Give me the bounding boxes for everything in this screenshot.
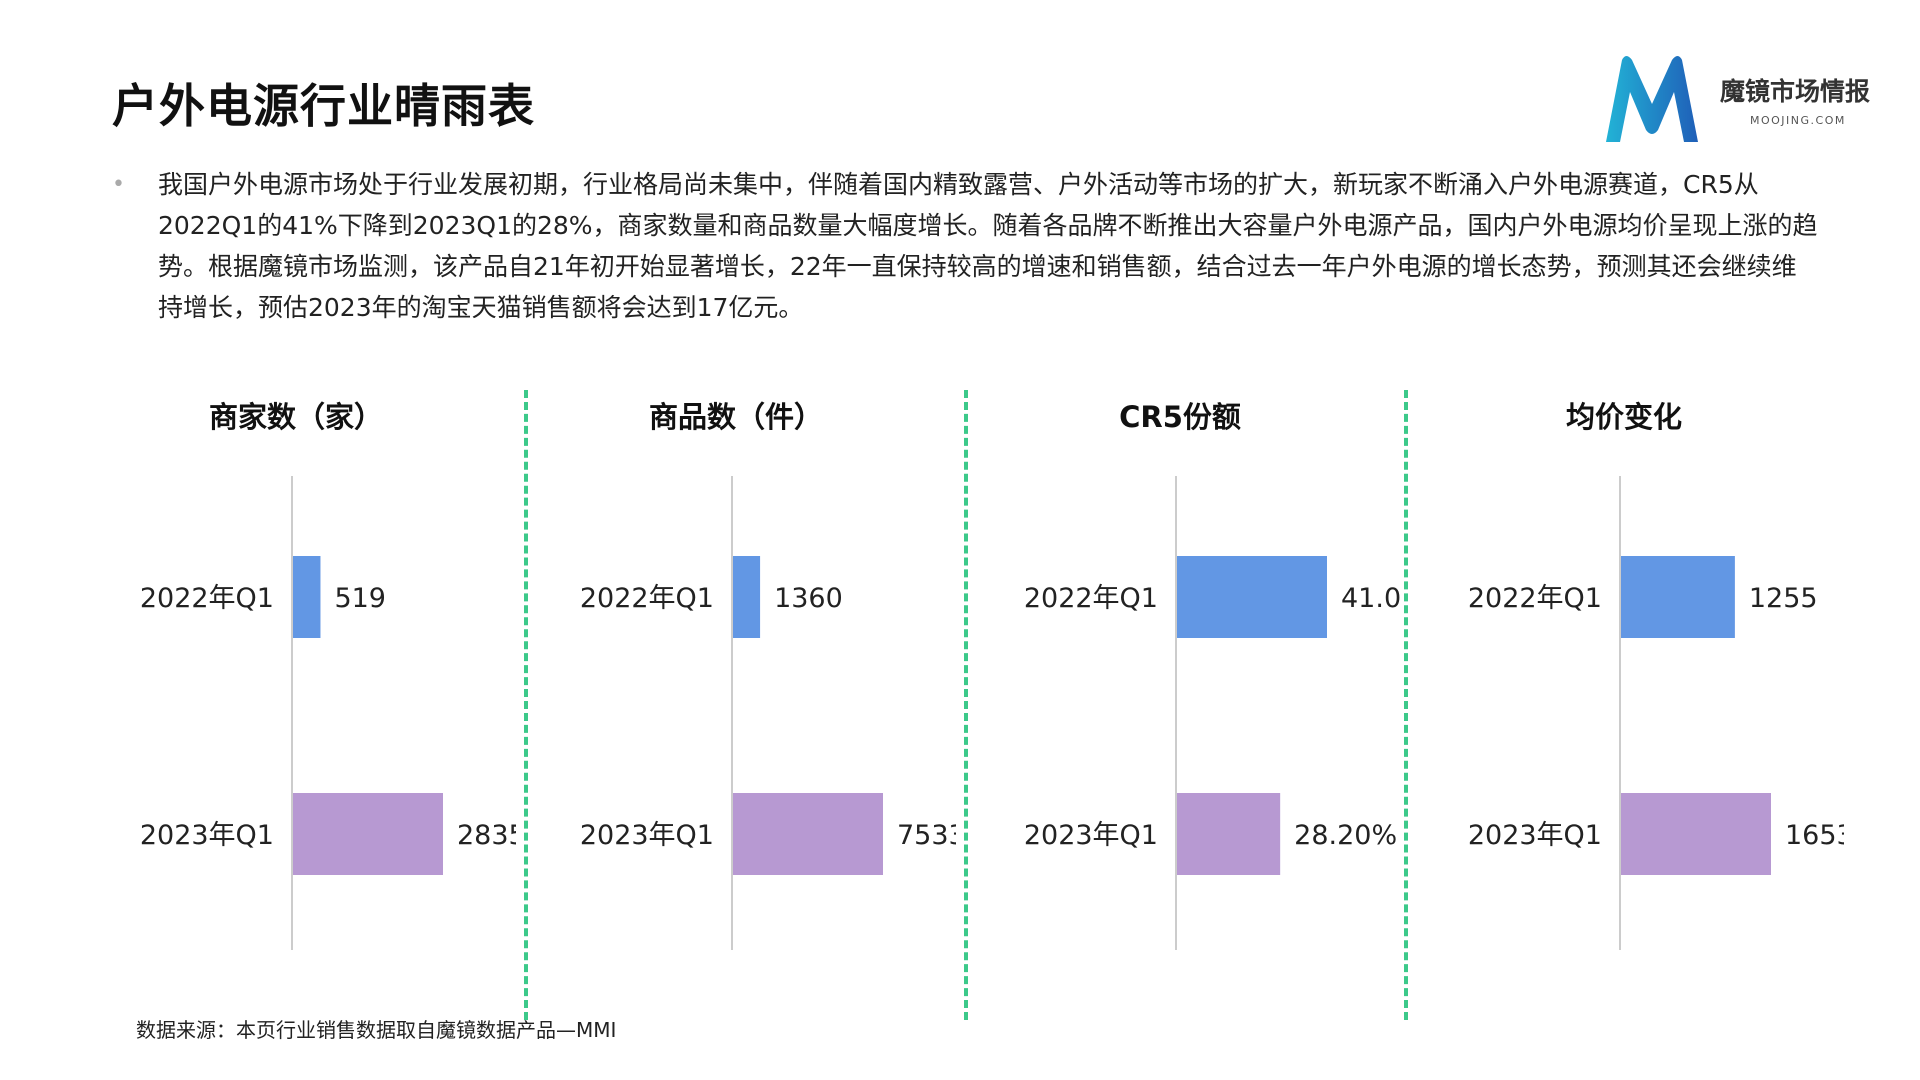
- chart-area: 商家数（家） 2022年Q1 519 2023年Q1 2835 商品数（件） 2022…: [0, 380, 1920, 1020]
- category-label: 2023年Q1: [1024, 820, 1158, 851]
- panel-divider: [1404, 390, 1408, 1020]
- data-label: 28.20%: [1294, 820, 1397, 851]
- chart-panel-products: 商品数（件） 2022年Q1 1360 2023年Q1 7533: [516, 380, 956, 980]
- bar-2023q1: [1621, 793, 1771, 875]
- description-text: 我国户外电源市场处于行业发展初期，行业格局尚未集中，伴随着国内精致露营、户外活动…: [158, 170, 1818, 322]
- bar-2022q1: [1621, 556, 1735, 638]
- category-label: 2022年Q1: [1468, 583, 1602, 614]
- data-label: 1653: [1785, 820, 1844, 851]
- chart-title: CR5份额: [1119, 400, 1241, 434]
- category-label: 2022年Q1: [580, 583, 714, 614]
- moojing-m-logo-icon: [1606, 56, 1698, 142]
- bullet-dot-icon: •: [112, 172, 125, 197]
- bar-2023q1: [1177, 793, 1281, 875]
- chart-panel-cr5: CR5份额 2022年Q1 41.00% 2023年Q1 28.20%: [960, 380, 1400, 980]
- merchants-bar-chart: 2022年Q1 519 2023年Q1 2835: [140, 476, 516, 950]
- category-label: 2023年Q1: [140, 820, 274, 851]
- logo-domain: MOOJING.COM: [1750, 114, 1846, 127]
- data-label: 41.00%: [1341, 583, 1400, 614]
- products-bar-chart: 2022年Q1 1360 2023年Q1 7533: [580, 476, 956, 950]
- category-label: 2023年Q1: [1468, 820, 1602, 851]
- moojing-logo: 魔镜市场情报 MOOJING.COM: [1600, 52, 1890, 152]
- data-label: 1255: [1749, 583, 1818, 614]
- chart-title: 均价变化: [1565, 400, 1682, 434]
- panel-divider: [524, 390, 528, 1020]
- page-title: 户外电源行业晴雨表: [112, 79, 535, 133]
- bar-2023q1: [733, 793, 883, 875]
- data-label: 519: [334, 583, 386, 614]
- chart-panel-avg-price: 均价变化 2022年Q1 1255 2023年Q1 1653: [1404, 380, 1844, 980]
- category-label: 2023年Q1: [580, 820, 714, 851]
- panel-divider: [964, 390, 968, 1020]
- chart-title: 商品数（件）: [648, 400, 823, 434]
- category-label: 2022年Q1: [1024, 583, 1158, 614]
- bar-2022q1: [1177, 556, 1327, 638]
- avg-price-bar-chart: 2022年Q1 1255 2023年Q1 1653: [1468, 476, 1844, 950]
- bar-2023q1: [293, 793, 443, 875]
- data-label: 2835: [457, 820, 516, 851]
- data-label: 7533: [897, 820, 956, 851]
- data-source-note: 数据来源：本页行业销售数据取自魔镜数据产品—MMI: [136, 1018, 617, 1042]
- data-label: 1360: [774, 583, 843, 614]
- category-label: 2022年Q1: [140, 583, 274, 614]
- bar-2022q1: [293, 556, 321, 638]
- cr5-bar-chart: 2022年Q1 41.00% 2023年Q1 28.20%: [1024, 476, 1400, 950]
- chart-panel-merchants: 商家数（家） 2022年Q1 519 2023年Q1 2835: [76, 380, 516, 980]
- bar-2022q1: [733, 556, 761, 638]
- chart-title: 商家数（家）: [208, 400, 383, 434]
- logo-name: 魔镜市场情报: [1720, 77, 1871, 106]
